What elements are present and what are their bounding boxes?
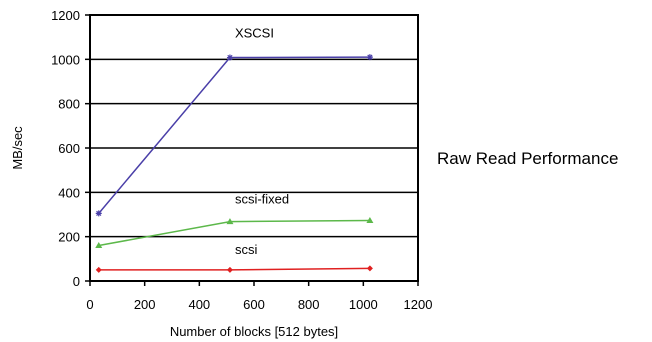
data-point-scsi [226,266,233,273]
x-axis-label: Number of blocks [512 bytes] [170,324,338,339]
y-tick-label: 600 [58,141,80,156]
x-tick-label: 200 [134,297,156,312]
y-axis-ticks: 0 200 400 600 800 1000 1200 [51,8,90,289]
data-point-scsi [366,265,373,272]
y-tick-label: 200 [58,230,80,245]
y-tick-label: 1200 [51,8,80,23]
y-tick-label: 0 [73,274,80,289]
data-point-scsi [95,266,102,273]
x-tick-label: 600 [243,297,265,312]
x-tick-label: 1200 [404,297,433,312]
series-label-xscsi: XSCSI [235,26,274,41]
series-labels: XSCSI scsi-fixed scsi [235,26,289,257]
grid-lines [90,58,418,238]
x-tick-label: 0 [86,297,93,312]
series-label-scsi-fixed: scsi-fixed [235,192,289,207]
y-tick-label: 400 [58,185,80,200]
data-point-scsi-fixed [95,242,103,249]
chart-title: Raw Read Performance [437,149,618,168]
data-point-xscsi [226,54,233,61]
x-axis-ticks: 0 200 400 600 800 1000 1200 [86,281,432,312]
series-line-scsi [98,267,370,271]
x-tick-label: 800 [298,297,320,312]
y-tick-label: 800 [58,97,80,112]
series-line-xscsi [98,56,370,214]
y-axis-label: MB/sec [10,126,25,170]
data-point-scsi-fixed [226,218,234,225]
series-label-scsi: scsi [235,242,257,257]
y-tick-label: 1000 [51,52,80,67]
series-group [95,54,374,273]
data-point-scsi-fixed [366,216,374,223]
data-point-xscsi [366,54,373,61]
data-point-xscsi [95,210,102,217]
x-tick-label: 1000 [349,297,378,312]
x-tick-label: 400 [188,297,210,312]
